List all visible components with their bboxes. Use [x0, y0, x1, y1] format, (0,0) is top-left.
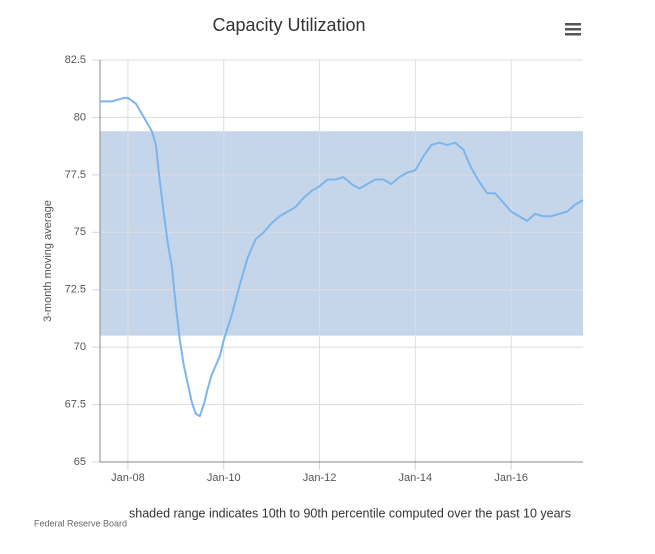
y-tick-label: 65 [74, 456, 86, 468]
menu-button[interactable] [563, 20, 583, 38]
x-tick-label: Jan-08 [111, 472, 145, 484]
y-tick-label: 82.5 [65, 54, 86, 66]
y-tick-label: 77.5 [65, 169, 86, 181]
chart-title: Capacity Utilization [212, 15, 365, 35]
y-tick-label: 70 [74, 341, 86, 353]
percentile-band [100, 131, 583, 336]
x-tick-label: Jan-10 [207, 472, 241, 484]
y-tick-label: 67.5 [65, 398, 86, 410]
y-tick-label: 80 [74, 111, 86, 123]
x-tick-label: Jan-12 [303, 472, 337, 484]
menu-line [565, 23, 581, 26]
y-tick-label: 72.5 [65, 284, 86, 296]
source: Federal Reserve Board [34, 518, 127, 528]
y-tick-label: 75 [74, 226, 86, 238]
x-tick-label: Jan-14 [399, 472, 433, 484]
menu-line [565, 28, 581, 31]
y-axis-label: 3-month moving average [42, 200, 54, 322]
data-line [100, 96, 584, 418]
menu-line [565, 33, 581, 36]
note: shaded range indicates 10th to 90th perc… [129, 506, 571, 520]
x-tick-label: Jan-16 [494, 472, 528, 484]
